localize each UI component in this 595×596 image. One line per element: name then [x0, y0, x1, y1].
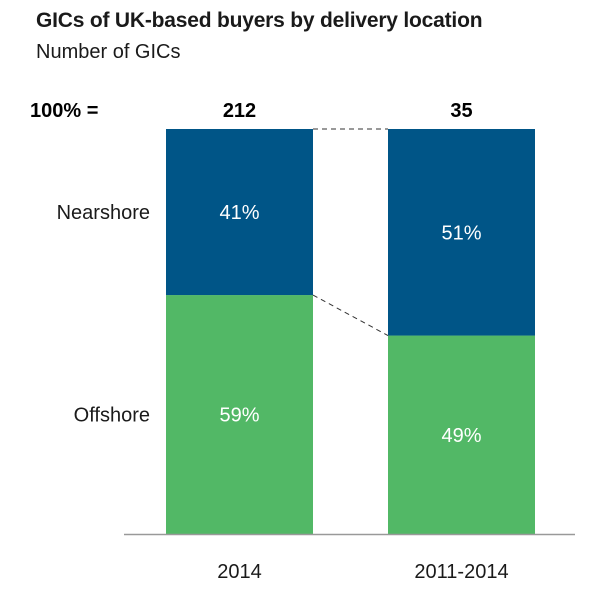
category-label-2011-2014: 2011-2014: [414, 561, 508, 583]
bar-nearshore-2011-2014: [388, 129, 535, 336]
data-label-offshore-2014: 59%: [219, 405, 259, 427]
total-label-2014: 212: [223, 100, 256, 122]
chart-subtitle: Number of GICs: [36, 41, 181, 63]
labels-group: 59% 41% 2014 49% 51% 2011-2014 Offshore Nearsho…: [57, 202, 509, 583]
total-label-2011-2014: 35: [450, 100, 472, 122]
connector-line-offshore: [312, 294, 389, 336]
totals-row: 100% = 212 35: [30, 100, 473, 122]
series-label-nearshore: Nearshore: [57, 202, 150, 224]
data-label-nearshore-2014: 41%: [219, 202, 259, 224]
bars-group: [124, 128, 575, 536]
bar-offshore-2011-2014: [388, 335, 535, 534]
category-label-2014: 2014: [217, 561, 262, 583]
series-label-offshore: Offshore: [74, 405, 150, 427]
bar-nearshore-2014: [166, 129, 313, 296]
data-label-nearshore-2011-2014: 51%: [441, 222, 481, 244]
data-label-offshore-2011-2014: 49%: [441, 425, 481, 447]
total-prefix-label: 100% =: [30, 100, 98, 122]
chart-title: GICs of UK-based buyers by delivery loca…: [36, 9, 483, 32]
bar-offshore-2014: [166, 295, 313, 534]
